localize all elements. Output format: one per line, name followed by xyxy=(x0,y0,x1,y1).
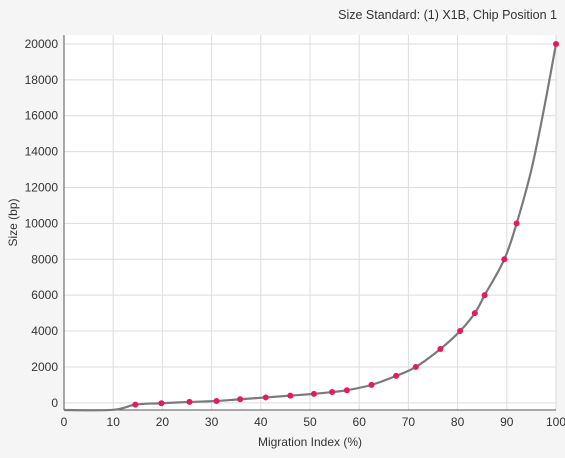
axes xyxy=(63,35,556,411)
y-tick-label: 0 xyxy=(51,396,58,410)
data-point xyxy=(237,396,244,403)
x-tick-label: 100 xyxy=(546,415,565,429)
y-tick-label: 6000 xyxy=(31,288,58,302)
x-tick-label: 0 xyxy=(61,415,68,429)
data-point xyxy=(132,401,139,408)
y-tick-label: 4000 xyxy=(31,324,58,338)
x-tick-label: 40 xyxy=(254,415,268,429)
x-tick-label: 60 xyxy=(353,415,367,429)
x-tick-labels: 0 10 20 30 40 50 60 70 80 90 100 xyxy=(61,415,565,429)
y-axis-title: Size (bp) xyxy=(6,198,20,246)
y-tick-label: 12000 xyxy=(25,181,59,195)
data-point xyxy=(481,292,488,299)
data-point xyxy=(262,394,269,401)
data-point xyxy=(368,381,375,388)
x-tick-label: 20 xyxy=(156,415,170,429)
x-tick-label: 90 xyxy=(500,415,514,429)
x-tick-label: 30 xyxy=(205,415,219,429)
data-point xyxy=(343,387,350,394)
y-tick-label: 8000 xyxy=(31,252,58,266)
x-tick-label: 80 xyxy=(451,415,465,429)
y-tick-label: 16000 xyxy=(25,109,59,123)
y-tick-label: 2000 xyxy=(31,360,58,374)
data-point xyxy=(412,363,419,370)
data-point xyxy=(310,390,317,397)
x-tick-label: 50 xyxy=(303,415,317,429)
y-tick-label: 20000 xyxy=(25,37,59,51)
y-tick-label: 10000 xyxy=(25,216,59,230)
x-tick-label: 70 xyxy=(402,415,416,429)
data-point xyxy=(471,310,478,317)
x-tick-label: 10 xyxy=(107,415,121,429)
y-tick-label: 18000 xyxy=(25,73,59,87)
grid-lines xyxy=(64,35,557,410)
data-point xyxy=(186,398,193,405)
y-tick-label: 14000 xyxy=(25,145,59,159)
data-point xyxy=(393,372,400,379)
chart-title: Size Standard: (1) X1B, Chip Position 1 xyxy=(338,8,557,22)
data-point xyxy=(553,40,559,47)
data-point xyxy=(501,256,508,263)
data-point xyxy=(213,398,220,405)
data-point xyxy=(329,389,336,396)
data-point xyxy=(158,400,165,407)
data-point xyxy=(457,328,464,335)
y-tick-labels: 0 2000 4000 6000 8000 10000 12000 14000 16000 180… xyxy=(25,37,59,410)
data-point xyxy=(513,220,520,227)
data-point xyxy=(287,392,294,399)
data-point xyxy=(437,345,444,352)
data-points xyxy=(132,40,559,408)
x-axis-title: Migration Index (%) xyxy=(258,435,362,449)
